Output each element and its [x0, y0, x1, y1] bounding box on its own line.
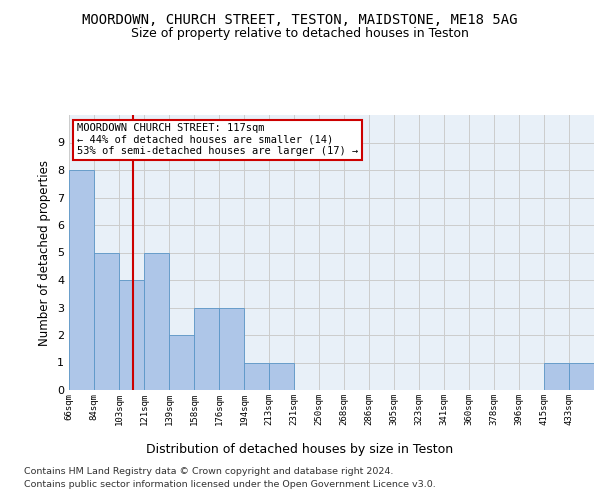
Bar: [94, 252, 119, 390]
Bar: [119, 280, 144, 390]
Bar: [269, 362, 294, 390]
Bar: [244, 362, 269, 390]
Text: MOORDOWN, CHURCH STREET, TESTON, MAIDSTONE, ME18 5AG: MOORDOWN, CHURCH STREET, TESTON, MAIDSTO…: [82, 12, 518, 26]
Y-axis label: Number of detached properties: Number of detached properties: [38, 160, 52, 346]
Bar: [144, 252, 169, 390]
Text: Distribution of detached houses by size in Teston: Distribution of detached houses by size …: [146, 442, 454, 456]
Bar: [219, 308, 244, 390]
Bar: [69, 170, 94, 390]
Bar: [194, 308, 219, 390]
Bar: [569, 362, 594, 390]
Text: Contains public sector information licensed under the Open Government Licence v3: Contains public sector information licen…: [24, 480, 436, 489]
Bar: [169, 335, 194, 390]
Text: Size of property relative to detached houses in Teston: Size of property relative to detached ho…: [131, 28, 469, 40]
Text: MOORDOWN CHURCH STREET: 117sqm
← 44% of detached houses are smaller (14)
53% of : MOORDOWN CHURCH STREET: 117sqm ← 44% of …: [77, 123, 358, 156]
Bar: [544, 362, 569, 390]
Text: Contains HM Land Registry data © Crown copyright and database right 2024.: Contains HM Land Registry data © Crown c…: [24, 468, 394, 476]
